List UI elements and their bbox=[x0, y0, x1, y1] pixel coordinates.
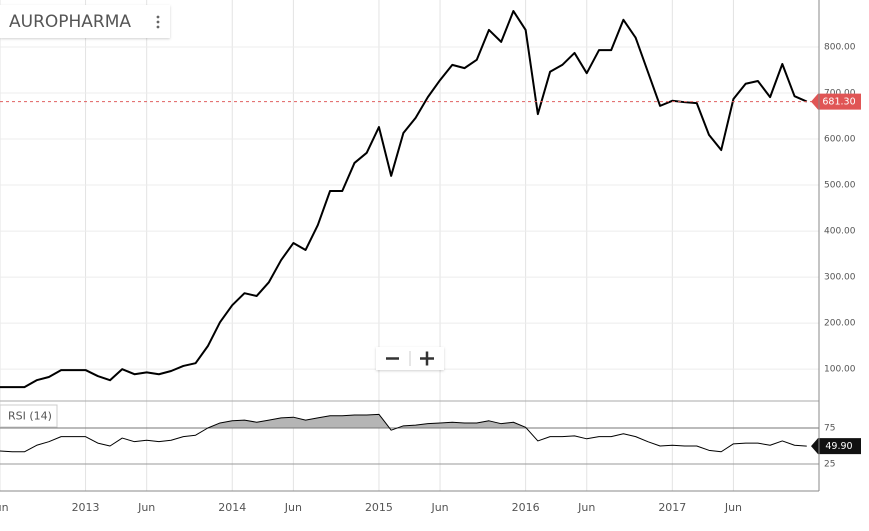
y-tick-label: 500.00 bbox=[824, 181, 856, 191]
last-value-label: 681.30 bbox=[822, 97, 855, 108]
x-tick-label: 2015 bbox=[365, 501, 393, 514]
zoom-control bbox=[376, 347, 444, 370]
x-tick-label: 2017 bbox=[658, 501, 686, 514]
last-value-tag bbox=[811, 93, 861, 110]
y-tick-label: 600.00 bbox=[824, 135, 856, 145]
y-tick-label: 700.00 bbox=[824, 88, 856, 98]
x-tick-label: Jun bbox=[724, 501, 742, 514]
x-tick-label: Jun bbox=[284, 501, 302, 514]
y-tick-label: 75 bbox=[824, 424, 835, 434]
title-box: AUROPHARMA bbox=[0, 5, 170, 38]
y-tick-label: 200.00 bbox=[824, 319, 856, 329]
y-tick-label: 100.00 bbox=[824, 365, 856, 375]
rsi-label-background bbox=[0, 404, 58, 428]
menu-icon[interactable] bbox=[156, 15, 160, 29]
rsi-title: RSI (14) bbox=[8, 410, 52, 423]
x-tick-label: Jun bbox=[137, 501, 155, 514]
last-value-tag bbox=[811, 438, 861, 455]
x-tick-label: 2013 bbox=[72, 501, 100, 514]
title-background bbox=[0, 5, 170, 38]
price-line bbox=[0, 413, 807, 453]
y-tick-label: 300.00 bbox=[824, 273, 856, 283]
x-tick-label: Jun bbox=[577, 501, 595, 514]
zoom-in-button[interactable] bbox=[412, 349, 442, 368]
zoom-out-button[interactable] bbox=[378, 349, 408, 368]
last-value-label: 49.90 bbox=[825, 441, 852, 452]
price-line bbox=[0, 10, 808, 389]
x-tick-label: 2014 bbox=[218, 501, 246, 514]
x-tick-label: 2016 bbox=[512, 501, 540, 514]
rsi-label-box: RSI (14) bbox=[0, 404, 58, 428]
x-tick-label: Jun bbox=[430, 501, 448, 514]
y-tick-label: 25 bbox=[824, 460, 835, 470]
chart-title: AUROPHARMA bbox=[9, 12, 131, 32]
y-tick-label: 800.00 bbox=[824, 42, 856, 52]
y-tick-label: 400.00 bbox=[824, 227, 856, 237]
x-tick-label: Jun bbox=[0, 501, 9, 514]
